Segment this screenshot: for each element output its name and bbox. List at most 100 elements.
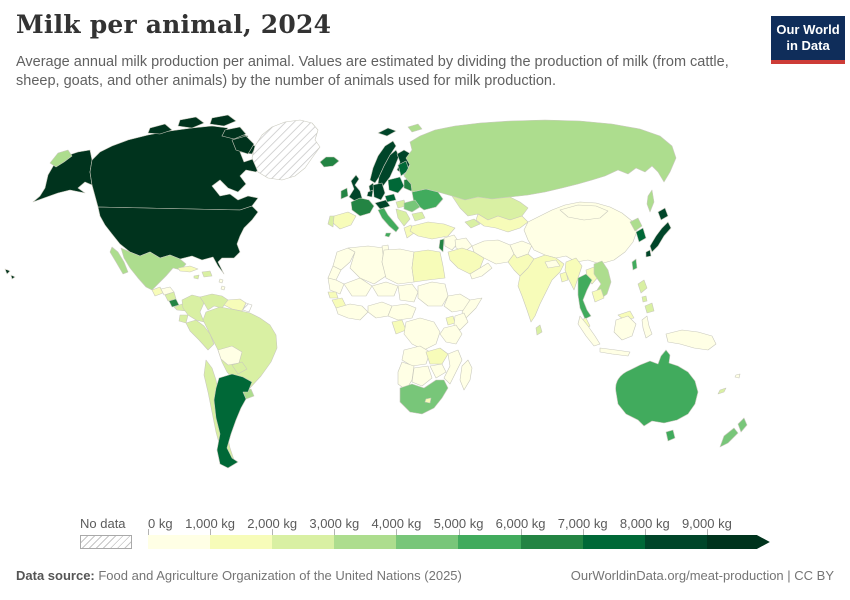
country-argentina[interactable] [213,373,253,469]
country-indonesia-borneo[interactable] [613,315,637,341]
legend-segment[interactable] [582,535,645,549]
country-czechia[interactable] [384,193,397,203]
country-mozambique[interactable] [443,349,463,385]
owid-citation-link[interactable]: OurWorldinData.org/meat-production | CC … [570,568,834,583]
country-australia[interactable] [615,349,699,427]
country-taiwan[interactable] [631,258,638,271]
country-uganda[interactable] [445,315,456,326]
legend-segment[interactable] [148,535,211,549]
country-ireland[interactable] [340,187,349,200]
country-south-africa[interactable] [399,379,449,415]
country-cuba[interactable] [177,265,199,273]
country-benelux[interactable] [366,189,374,198]
country-libya[interactable] [381,248,415,285]
country-balkans[interactable] [395,208,411,227]
country-algeria[interactable] [347,245,387,285]
country-norway-svalbard[interactable] [377,127,397,137]
country-cameroon-car[interactable] [387,303,417,321]
country-lesser-antilles[interactable] [220,285,226,291]
country-gabon-congo[interactable] [391,319,407,335]
country-australia-tasmania[interactable] [665,429,676,442]
country-poland[interactable] [387,176,405,194]
country-cambodia[interactable] [591,288,605,303]
country-new-caledonia[interactable] [717,387,727,395]
legend-segment[interactable] [396,535,459,549]
country-norway[interactable] [369,140,397,184]
country-philippines-luzon[interactable] [637,279,648,294]
country-france[interactable] [350,197,375,217]
country-canada[interactable] [89,125,263,211]
country-israel[interactable] [438,238,445,253]
country-usa-hawaii[interactable] [10,274,16,280]
country-china[interactable] [523,201,638,265]
country-philippines-visayas[interactable] [641,295,648,303]
country-italy[interactable] [377,207,400,233]
country-switzerland-austria[interactable] [374,199,391,210]
country-lesser-antilles[interactable] [218,278,224,284]
legend-segment[interactable] [458,535,521,549]
country-usa[interactable] [97,205,259,275]
country-philippines-mindanao[interactable] [644,302,655,314]
legend-segment[interactable] [334,535,397,549]
country-russia[interactable] [403,119,677,201]
legend-arrow-segment[interactable] [707,535,770,549]
no-data-swatch[interactable] [80,535,132,549]
country-nepal[interactable] [544,259,561,269]
country-bulgaria[interactable] [411,211,426,222]
country-ivory-coast-ghana[interactable] [335,303,369,321]
country-turkey[interactable] [409,221,456,240]
country-canada-arctic[interactable] [221,126,247,140]
country-kazakhstan[interactable] [451,195,529,221]
owid-logo[interactable]: Our World in Data [771,16,845,65]
country-indonesia-sulawesi[interactable] [641,315,653,339]
country-angola[interactable] [401,345,431,367]
country-new-guinea[interactable] [665,329,717,351]
country-botswana[interactable] [411,365,433,387]
country-mongolia[interactable] [559,204,609,221]
country-new-zealand-north[interactable] [737,417,748,433]
country-lesotho[interactable] [424,397,432,404]
country-mexico-baja[interactable] [109,246,129,275]
legend-segment[interactable] [210,535,273,549]
country-indonesia-java[interactable] [599,347,631,357]
country-sudan[interactable] [417,281,449,307]
country-myanmar[interactable] [564,257,583,291]
country-north-korea[interactable] [629,217,643,232]
country-paraguay[interactable] [231,361,248,375]
country-bangladesh[interactable] [559,271,569,283]
country-mali[interactable] [343,277,373,297]
legend-segment[interactable] [520,535,583,549]
country-sri-lanka[interactable] [535,324,543,336]
country-uk[interactable] [348,174,363,202]
country-india[interactable] [517,254,565,323]
country-zambia[interactable] [425,347,449,365]
country-madagascar[interactable] [459,359,473,391]
country-italy-sicily[interactable] [384,232,392,238]
country-russia-chukotka[interactable] [49,149,73,168]
country-chad[interactable] [397,283,419,303]
country-colombia[interactable] [181,294,205,323]
country-ecuador[interactable] [178,314,189,324]
country-iceland[interactable] [319,156,340,168]
country-new-zealand-south[interactable] [719,427,739,448]
country-drc[interactable] [403,317,441,351]
country-japan-hokkaido[interactable] [657,207,669,221]
country-mexico[interactable] [120,247,187,291]
country-canada-baffin[interactable] [231,135,255,155]
country-jamaica[interactable] [193,274,200,280]
country-egypt[interactable] [411,249,446,283]
country-canada-arctic[interactable] [209,114,237,127]
country-hispaniola[interactable] [201,270,213,278]
country-russia-sakhalin[interactable] [646,189,655,213]
country-japan-kyushu[interactable] [645,249,652,258]
country-kenya[interactable] [453,312,469,331]
country-zimbabwe[interactable] [429,363,447,379]
country-french-guiana[interactable] [242,302,253,313]
country-romania[interactable] [403,199,421,213]
country-yemen-oman[interactable] [469,262,493,280]
country-greenland[interactable] [251,119,321,181]
country-mauritania[interactable] [327,277,345,295]
country-canada-arctic[interactable] [177,116,205,129]
country-russia-franz-josef[interactable] [407,123,423,133]
country-indonesia-sumatra[interactable] [577,315,601,347]
